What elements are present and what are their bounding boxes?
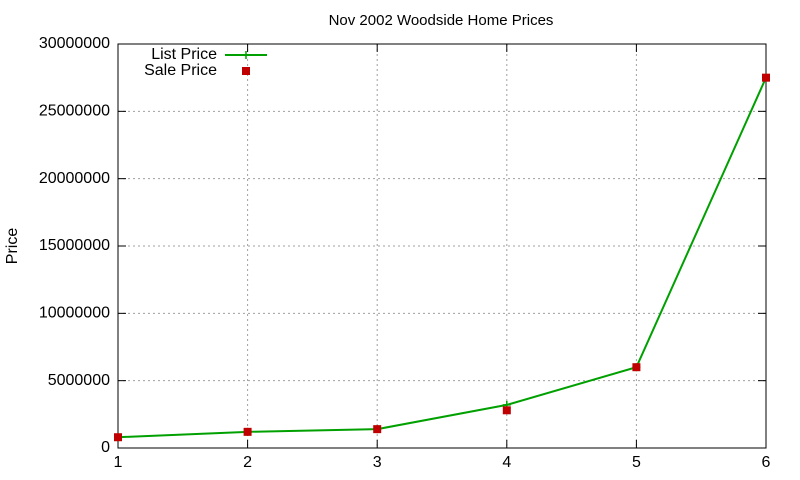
- y-axis-label: Price: [4, 228, 21, 265]
- data-point: [762, 73, 770, 82]
- y-tick-label: 5000000: [48, 372, 110, 389]
- x-tick-label: 2: [243, 454, 252, 471]
- x-tick-label: 5: [632, 454, 641, 471]
- x-tick-label: 6: [762, 454, 771, 471]
- legend-label: List Price: [151, 46, 217, 63]
- x-tick-label: 1: [114, 454, 123, 471]
- x-tick-label: 3: [373, 454, 382, 471]
- y-tick-label: 15000000: [39, 237, 110, 254]
- data-point: [114, 433, 122, 442]
- y-tick-label: 30000000: [39, 35, 110, 52]
- legend-swatch: [242, 51, 250, 59]
- data-point: [502, 406, 511, 415]
- y-tick-label: 20000000: [39, 170, 110, 187]
- y-tick-label: 0: [101, 439, 110, 456]
- data-point: [373, 425, 382, 434]
- chart-title: Nov 2002 Woodside Home Prices: [329, 12, 554, 29]
- legend-swatch: [242, 67, 250, 75]
- plot-frame: [117, 43, 767, 449]
- y-tick-label: 10000000: [39, 305, 110, 322]
- data-point: [243, 427, 252, 436]
- series-line: [117, 77, 767, 439]
- data-point: [632, 363, 641, 372]
- x-tick-label: 4: [502, 454, 511, 471]
- legend-label: Sale Price: [144, 62, 217, 79]
- y-tick-label: 25000000: [39, 103, 110, 120]
